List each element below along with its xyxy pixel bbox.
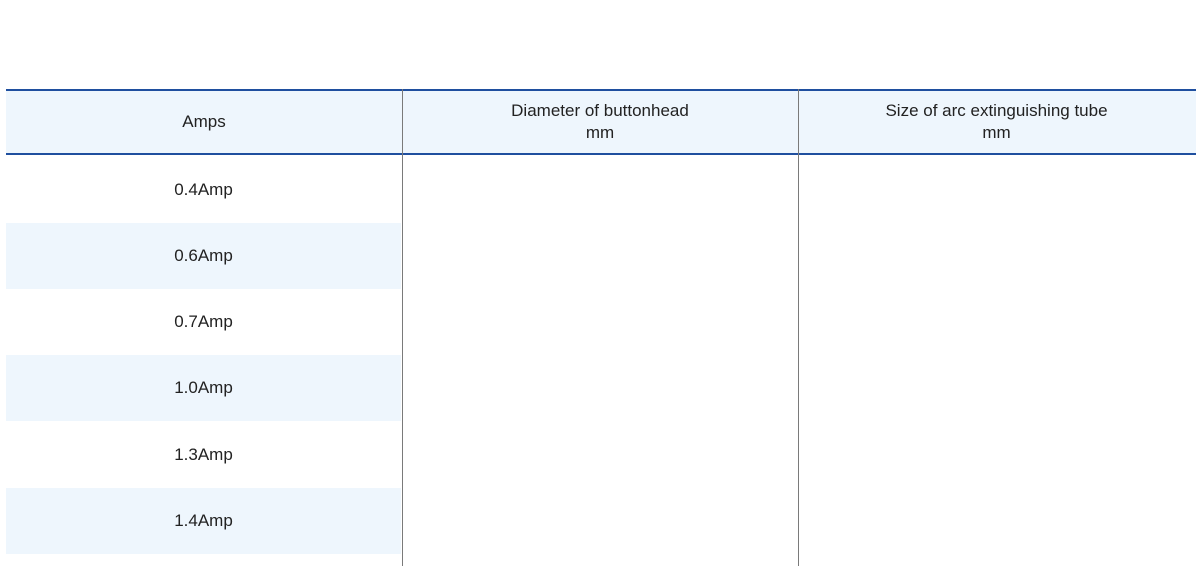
table-row: 0.6Amp [6,223,401,289]
header-label: Size of arc extinguishing tube [885,101,1108,120]
table-row: 0.7Amp [6,289,401,355]
header-buttonhead-diameter: Diameter of buttonhead mm [402,91,798,153]
header-amps-label: Amps [182,112,226,131]
header-amps: Amps [6,91,402,153]
table-row: 1.3Amp [6,422,401,488]
table-header: Amps Diameter of buttonhead mm Size of a… [6,89,1196,155]
amps-cell: 1.0Amp [174,378,233,397]
header-label: Diameter of buttonhead [511,101,689,120]
header-unit: mm [585,123,615,142]
column-divider [798,89,799,566]
amps-cell: 1.3Amp [174,445,233,464]
table-row: 1.4Amp [6,488,401,554]
column-divider [402,89,403,566]
amps-cell: 0.6Amp [174,246,233,265]
amps-cell: 0.7Amp [174,312,233,331]
table-row: 0.4Amp [6,157,401,223]
header-unit: mm [982,123,1011,142]
header-arc-tube-size: Size of arc extinguishing tube mm [798,91,1195,153]
table-row: 1.0Amp [6,355,401,421]
amps-cell: 1.4Amp [174,511,233,530]
amps-cell: 0.4Amp [174,180,233,199]
